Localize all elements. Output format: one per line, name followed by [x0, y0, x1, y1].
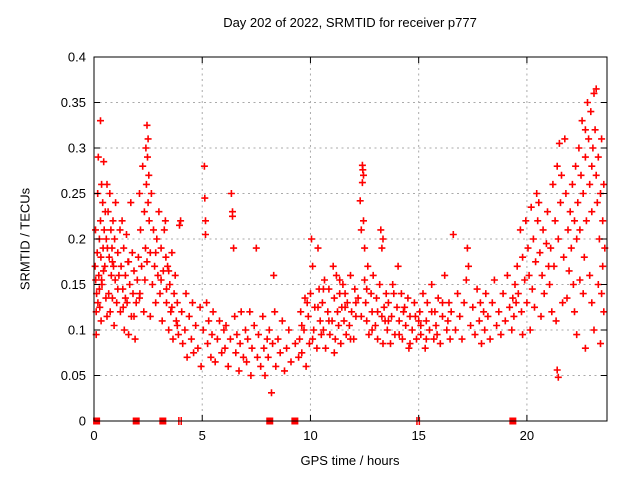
- y-tick-label: 0.15: [61, 277, 86, 292]
- tick-labels: 0 5 10 15 20 0 0.05 0.1 0.15 0.2 0.25 0.3 0.35 0.4: [61, 50, 534, 444]
- x-tick-label: 10: [303, 428, 317, 443]
- y-tick-label: 0.35: [61, 95, 86, 110]
- y-tick-label: 0: [79, 414, 86, 429]
- y-tick-label: 0.1: [68, 323, 86, 338]
- y-tick-label: 0.3: [68, 141, 86, 156]
- y-tick-label: 0.05: [61, 368, 86, 383]
- tick-marks: [93, 56, 607, 422]
- x-axis-label: GPS time / hours: [300, 453, 400, 468]
- y-tick-label: 0.4: [68, 50, 86, 65]
- x-tick-label: 15: [411, 428, 425, 443]
- scatter-points: [91, 85, 609, 397]
- y-tick-label: 0.2: [68, 232, 86, 247]
- gridlines: [94, 57, 607, 421]
- x-tick-label: 20: [520, 428, 534, 443]
- y-tick-label: 0.25: [61, 186, 86, 201]
- chart-title: Day 202 of 2022, SRMTID for receiver p77…: [223, 15, 477, 30]
- x-tick-label: 0: [90, 428, 97, 443]
- x-tick-label: 5: [199, 428, 206, 443]
